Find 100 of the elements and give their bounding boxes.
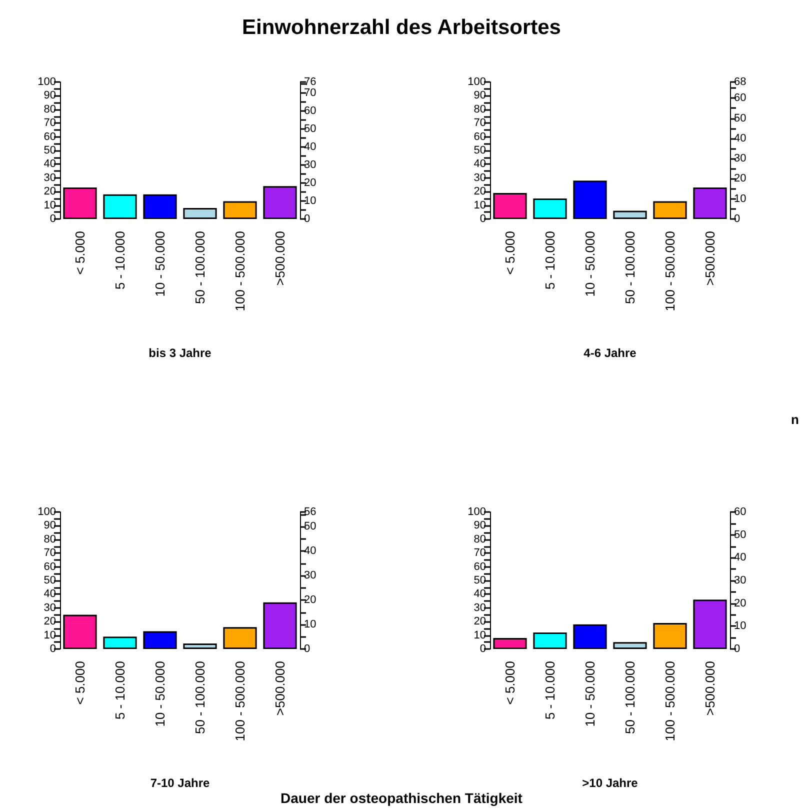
y-tick-label: 30 [44,172,56,184]
x-tick-label: 10 - 50.000 [582,231,598,297]
y-tick-label: 60 [474,130,486,143]
bar [573,624,607,649]
y-tick-label: 40 [44,158,56,170]
y-tick-label: 70 [474,117,486,130]
y2-tick-label: 20 [734,597,746,610]
bar [613,210,647,219]
x-tick-label: 10 - 50.000 [152,231,168,297]
y-tick-label: 100 [468,76,486,88]
y-tick-label: 90 [44,90,56,102]
y-tick-label: 40 [474,588,486,600]
x-tick-label: 10 - 50.000 [152,661,168,727]
bar [183,644,217,649]
x-tick-label: 5 - 10.000 [542,231,558,290]
y2-axis-title: n [791,412,799,427]
y-tick-label: 90 [474,520,486,532]
y2-tick-label: 50 [304,122,316,135]
y2-tick-label: 20 [734,172,746,185]
bar [573,180,607,219]
y2-tick-label: 60 [734,92,746,104]
y2-tick-label: 50 [734,112,746,124]
y2-tick-label: 70 [304,86,316,99]
y-tick-label: 10 [474,629,486,642]
y2-tick-label: 50 [734,528,746,541]
y-tick-label: 60 [44,130,56,143]
bar [533,198,567,219]
y2-tick-label: 30 [304,570,316,582]
x-tick-label: >500.000 [272,661,288,716]
bar [183,208,217,219]
y2-tick-label: 30 [734,574,746,586]
y-tick-label: 80 [44,103,56,116]
bar [533,632,567,649]
y-tick-label: 70 [474,547,486,560]
y2-tick-label: 68 [734,76,746,88]
x-tick-label: 5 - 10.000 [112,231,128,290]
y-tick-label: 100 [38,76,56,88]
y-tick-label: 20 [44,616,56,628]
x-tick-label: 50 - 100.000 [622,231,638,304]
y-tick-label: 70 [44,117,56,130]
y-tick-label: 40 [44,588,56,600]
y-tick-label: 50 [44,144,56,156]
x-tick-label: < 5.000 [502,231,518,275]
x-tick-label: 100 - 500.000 [662,231,678,312]
bar [223,201,257,219]
bar [63,614,97,649]
x-tick-label: < 5.000 [72,661,88,705]
y-tick-label: 10 [44,199,56,212]
x-tick-label: >500.000 [702,231,718,286]
bar [63,187,97,219]
x-tick-label: < 5.000 [502,661,518,705]
y2-tick-label: 40 [304,140,316,153]
y-tick-label: 30 [44,602,56,614]
y-tick-label: 20 [474,616,486,628]
x-tick-label: < 5.000 [72,231,88,275]
y-tick-label: 80 [474,533,486,546]
x-tick-label: 50 - 100.000 [622,661,638,734]
y-tick-label: 30 [474,602,486,614]
x-tick-label: 5 - 10.000 [112,661,128,720]
y-tick-label: 50 [474,144,486,156]
y2-tick-label: 76 [304,76,316,88]
y2-tick-label: 10 [734,620,746,632]
x-axis-title: bis 3 Jahre [148,346,212,360]
y2-tick-label: 56 [304,506,316,518]
y-tick-label: 60 [474,560,486,573]
y-tick-label: 40 [474,158,486,170]
y2-tick-label: 60 [734,506,746,518]
y-tick-label: 100 [468,506,486,518]
bar [263,186,297,219]
y2-tick-label: 30 [734,152,746,165]
text: Einwohnerzahl des Arbeitsortes [241,16,562,40]
y-tick-label: 20 [44,186,56,198]
y-tick-label: 100 [38,506,56,518]
x-tick-label: 100 - 500.000 [232,661,248,742]
y-tick-label: 80 [44,533,56,546]
y2-tick-label: 20 [304,594,316,606]
y-tick-label: 70 [44,547,56,560]
y-tick-label: 10 [44,629,56,642]
bar [693,600,727,649]
bar [693,187,727,219]
x-tick-label: 50 - 100.000 [192,661,208,734]
y-tick-label: 20 [474,186,486,198]
y2-tick-label: 60 [304,104,316,117]
y2-tick-label: 30 [304,158,316,171]
x-tick-label: >500.000 [272,231,288,286]
bar [493,192,527,219]
bar [653,201,687,219]
bar [103,636,137,649]
x-tick-label: 100 - 500.000 [232,231,248,312]
x-tick-label: 10 - 50.000 [582,661,598,727]
bar [223,627,257,649]
y-tick-label: 50 [474,574,486,586]
y2-tick-label: 10 [304,618,316,631]
y2-tick-label: 40 [734,552,746,564]
x-axis-title: 4-6 Jahre [584,346,637,360]
bar [143,631,177,649]
y2-tick-label: 40 [304,545,316,558]
y2-tick-label: 10 [734,192,746,205]
x-tick-label: 50 - 100.000 [192,231,208,304]
y2-tick-label: 20 [304,176,316,189]
